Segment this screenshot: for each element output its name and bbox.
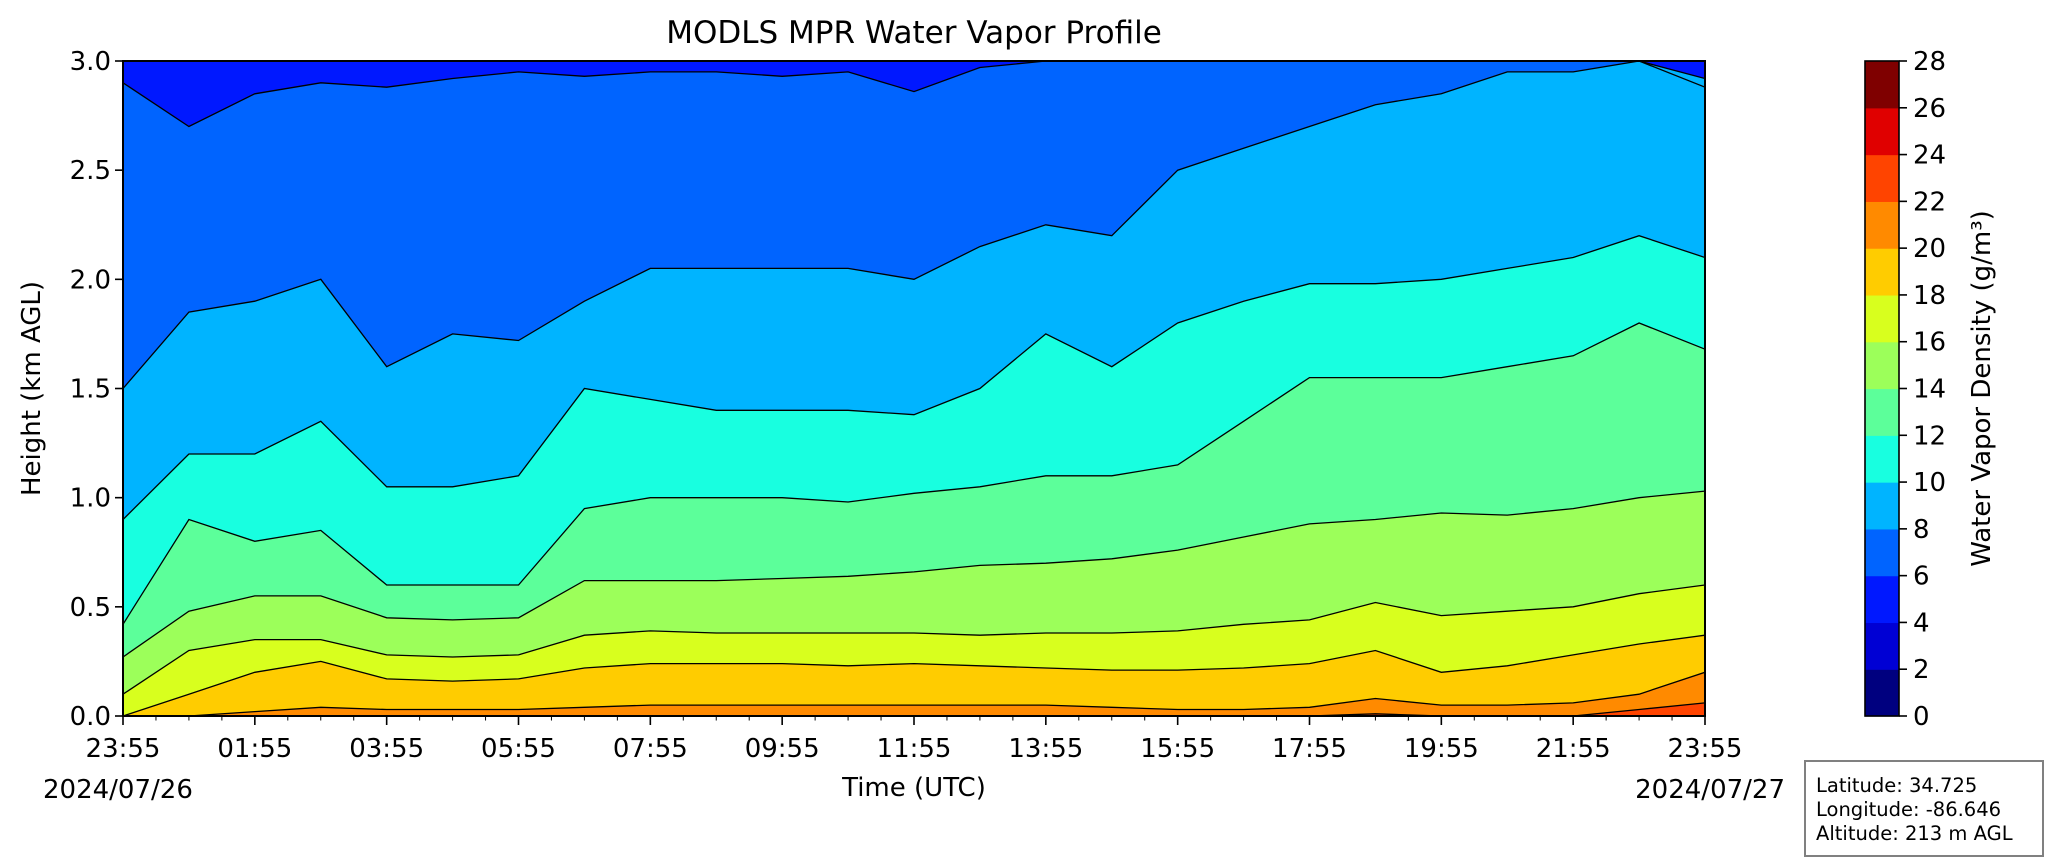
colorbar-label: Water Vapor Density (g/m³) [1967,210,1997,567]
x-tick-label: 15:55 [1140,734,1215,764]
x-axis-label: Time (UTC) [841,773,986,803]
colorbar-tick-label: 2 [1913,655,1930,685]
y-tick-label: 2.0 [70,265,111,295]
y-tick-label: 2.5 [70,156,111,186]
colorbar-swatch [1865,575,1899,624]
colorbar-swatch [1865,669,1899,717]
colorbar-swatch [1865,294,1899,343]
x-tick-label: 17:55 [1272,734,1347,764]
x-tick-label: 09:55 [745,734,820,764]
x-tick-label: 07:55 [613,734,688,764]
start-date-label: 2024/07/26 [43,775,193,805]
colorbar-tick-label: 12 [1913,421,1946,451]
contour-line-6 [123,61,1705,128]
colorbar-tick-label: 0 [1913,702,1930,732]
x-tick-label: 19:55 [1404,734,1479,764]
x-tick-label: 23:55 [1668,734,1743,764]
band-above-20 [123,672,1705,716]
colorbar-tick-label: 24 [1913,141,1946,171]
y-axis: 0.0 0.5 1.0 1.5 2.0 2.5 3.0 [70,47,123,732]
colorbar-tick-label: 26 [1913,94,1946,124]
y-tick-label: 3.0 [70,47,111,77]
x-tick-label: 11:55 [877,734,952,764]
contour-plot-area [123,61,1705,716]
colorbar-swatch [1865,341,1899,390]
contour-line-14 [123,490,1705,658]
contour-line-16 [123,584,1705,695]
y-tick-label: 0.5 [70,593,111,623]
station-info-box: Latitude: 34.725 Longitude: -86.646 Alti… [1804,760,2044,857]
colorbar-tick-label: 8 [1913,515,1930,545]
x-axis: 23:55 01:55 03:55 05:55 07:55 09:55 11:55 13:55… [86,716,1743,764]
colorbar-swatch [1865,107,1899,156]
colorbar-tick-label: 18 [1913,281,1946,311]
chart-title: MODLS MPR Water Vapor Profile [666,15,1162,51]
colorbar-swatch [1865,482,1899,530]
x-tick-label: 23:55 [86,734,161,764]
end-date-label: 2024/07/27 [1635,775,1785,805]
colorbar-swatch [1865,201,1899,249]
colorbar-swatch [1865,622,1899,670]
colorbar-swatch [1865,61,1899,109]
colorbar-tick-label: 22 [1913,187,1946,217]
x-tick-label: 03:55 [349,734,424,764]
colorbar-swatch [1865,388,1899,436]
colorbar-swatch [1865,248,1899,296]
contour-line-12 [123,322,1705,625]
station-longitude: Longitude: -86.646 [1816,798,2002,821]
x-tick-label: 05:55 [481,734,556,764]
station-latitude: Latitude: 34.725 [1816,774,1978,797]
colorbar-tick-label: 6 [1913,562,1930,592]
colorbar-tick-label: 16 [1913,328,1946,358]
x-tick-label: 21:55 [1536,734,1611,764]
y-axis-label: Height (km AGL) [17,281,47,496]
station-altitude: Altitude: 213 m AGL [1816,822,2013,845]
y-tick-label: 1.5 [70,375,111,405]
colorbar-tick-label: 10 [1913,468,1946,498]
colorbar-swatch [1865,154,1899,202]
y-tick-label: 0.0 [70,702,111,732]
band-above-18 [123,635,1705,716]
colorbar-swatch [1865,435,1899,483]
x-tick-label: 13:55 [1008,734,1083,764]
contour-line-8 [123,61,1705,389]
colorbar-tick-label: 14 [1913,375,1946,405]
colorbar-swatch [1865,528,1899,577]
colorbar-tick-label: 28 [1913,47,1946,77]
contour-line-18 [123,634,1705,716]
colorbar-tick-label: 4 [1913,608,1930,638]
contour-line-20 [123,671,1705,716]
contour-line-10 [123,235,1705,520]
y-tick-label: 1.0 [70,484,111,514]
colorbar-tick-label: 20 [1913,234,1946,264]
x-tick-label: 01:55 [217,734,292,764]
